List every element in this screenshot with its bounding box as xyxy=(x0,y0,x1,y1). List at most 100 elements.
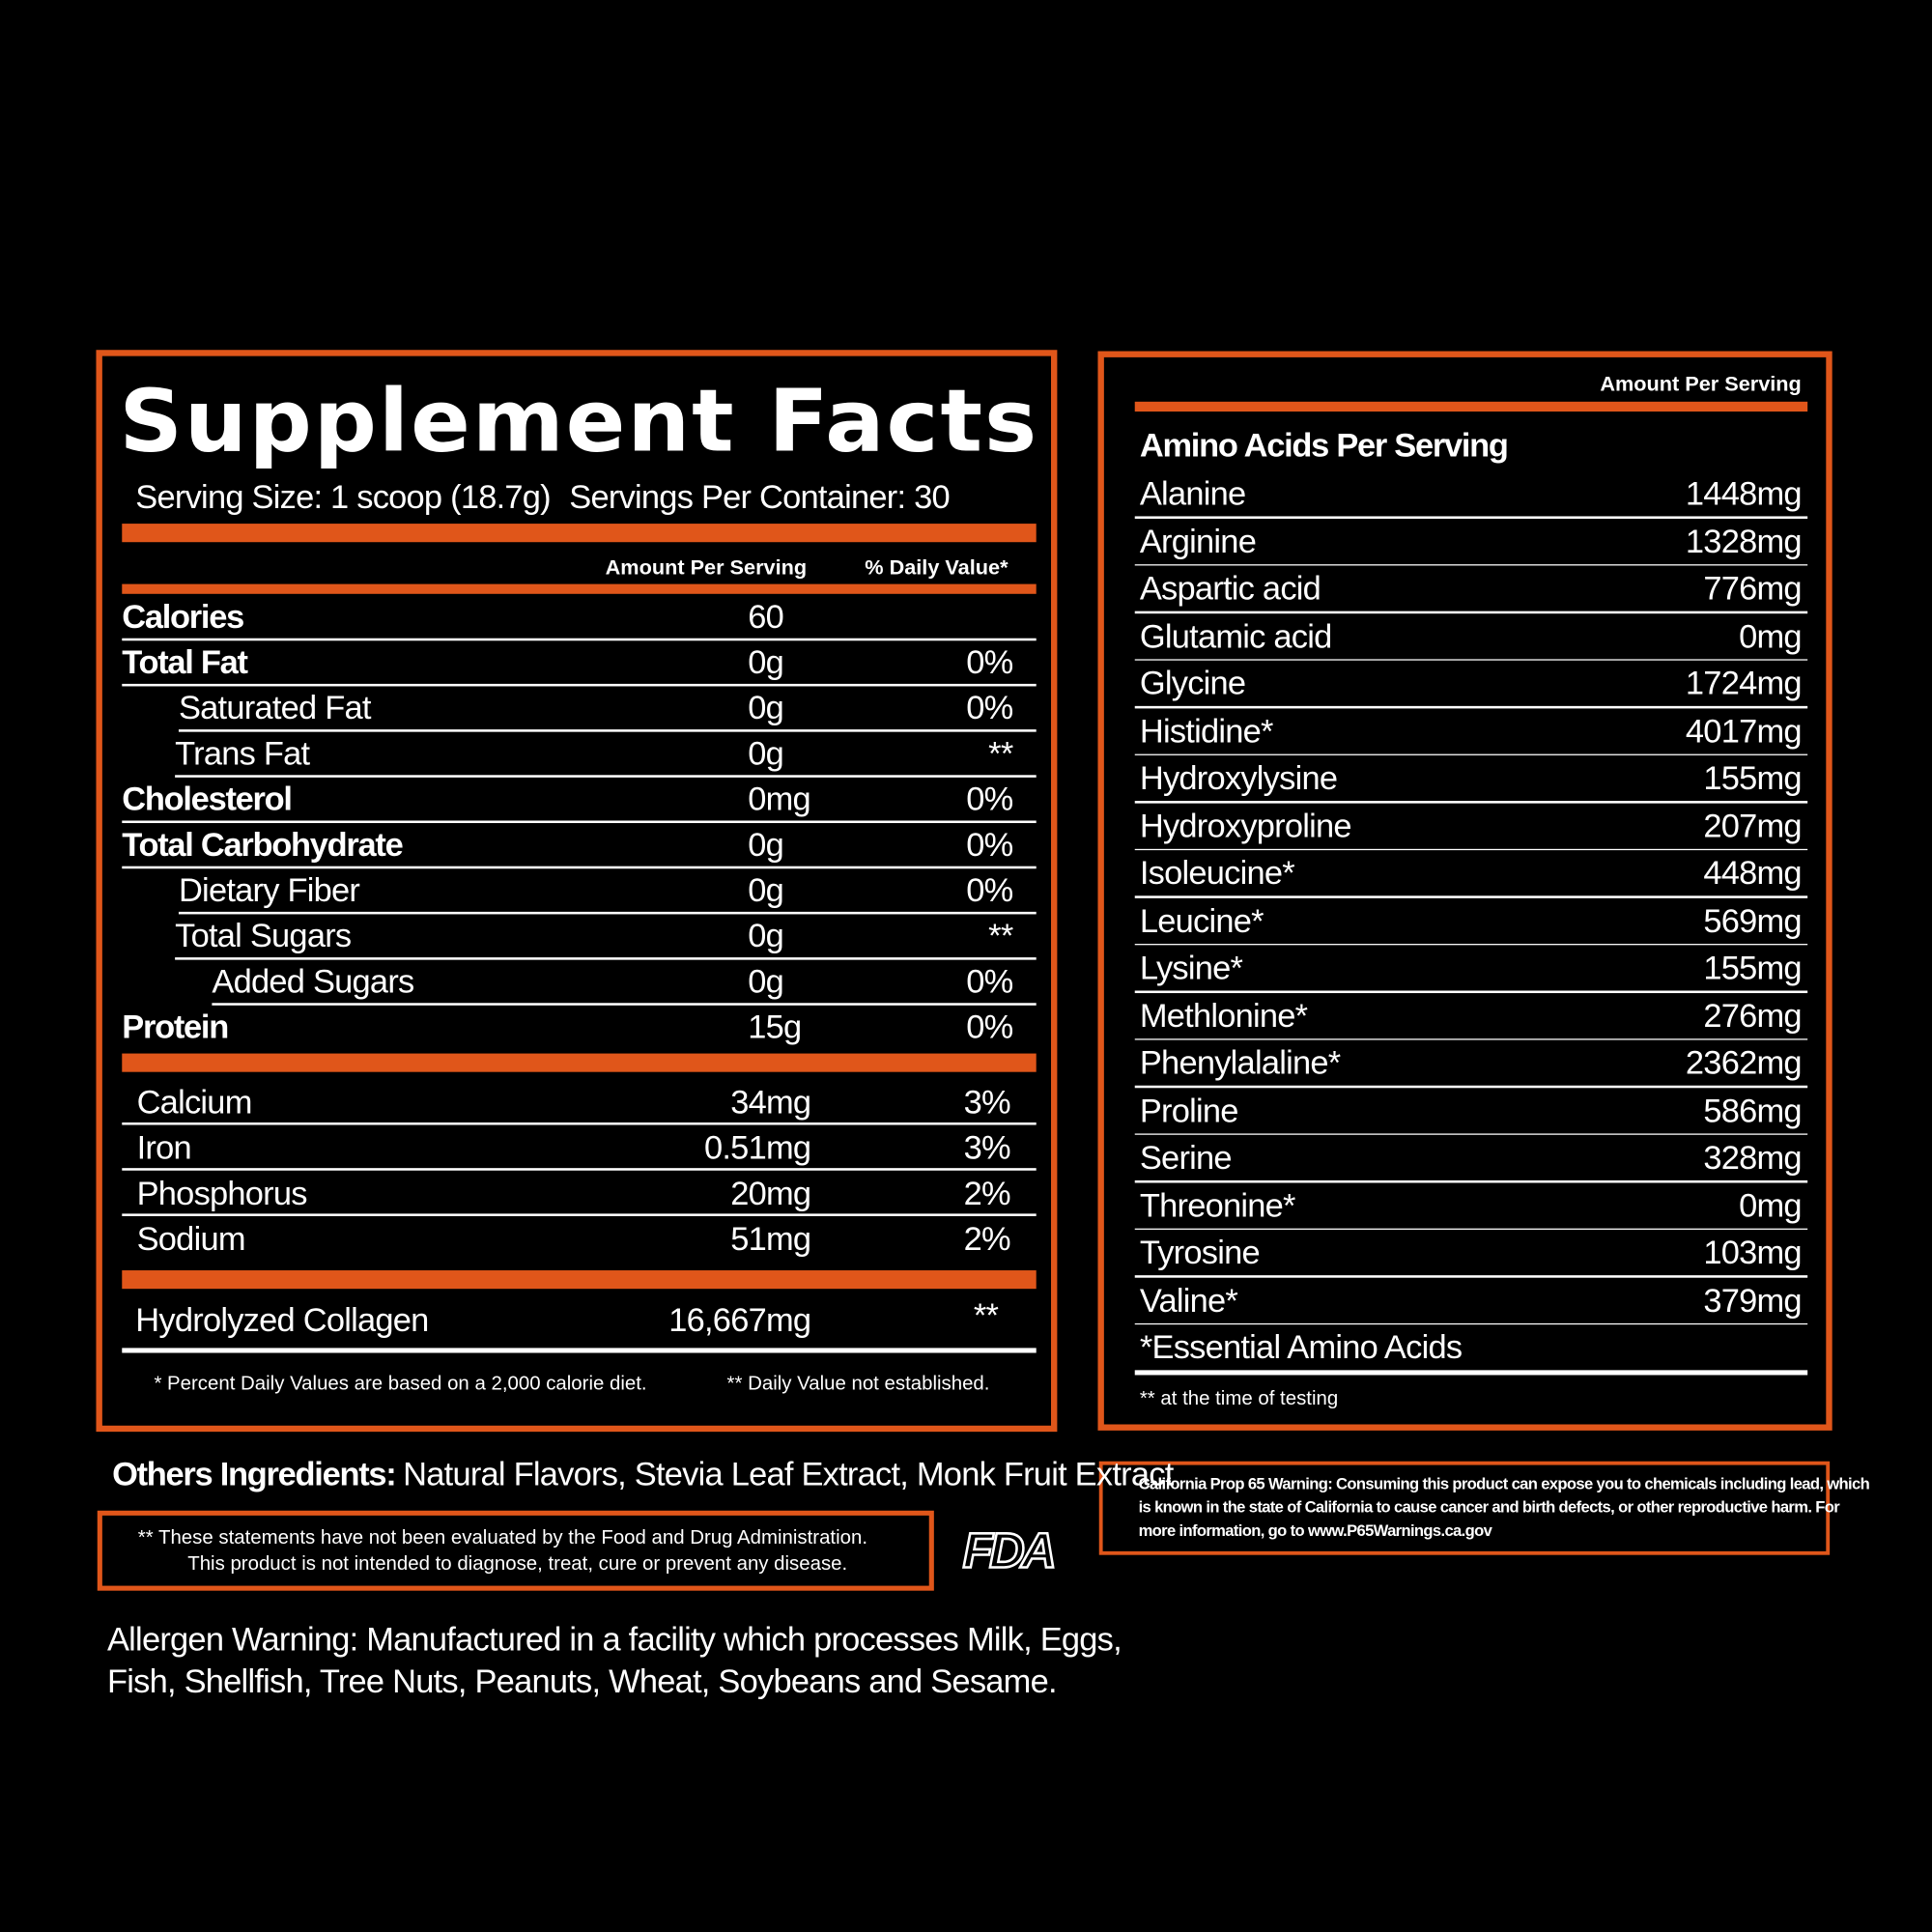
amino-amount: 2362mg xyxy=(1685,1043,1803,1082)
nutrient-name: Calories xyxy=(122,598,244,636)
mineral-amount: 20mg xyxy=(730,1175,811,1212)
orange-rule xyxy=(122,1053,1037,1072)
amino-panel xyxy=(1097,351,1833,1431)
rule xyxy=(1134,611,1808,613)
amino-name: Phenylalaline* xyxy=(1139,1043,1341,1082)
nutrient-amount: 0g xyxy=(748,734,784,773)
amino-amount: 1328mg xyxy=(1685,522,1803,560)
other-ingredients-text: Natural Flavors, Stevia Leaf Extract, Mo… xyxy=(403,1455,1174,1493)
nutrient-name: Dietary Fiber xyxy=(178,871,360,909)
prop65-box xyxy=(1098,1461,1831,1555)
mineral-amount: 0.51mg xyxy=(703,1128,811,1167)
rule xyxy=(1134,1322,1808,1325)
title: Supplement Facts xyxy=(119,370,1039,472)
amino-amount: 1724mg xyxy=(1685,665,1803,702)
amino-amount: 0mg xyxy=(1739,1186,1802,1224)
rule xyxy=(178,911,1037,914)
footnote: * Percent Daily Values are based on a 2,… xyxy=(154,1373,647,1395)
nutrient-amount: 0g xyxy=(748,917,784,954)
amino-name: Glycine xyxy=(1139,665,1246,702)
amino-name: Alanine xyxy=(1139,474,1246,512)
nutrient-amount: 0g xyxy=(748,871,784,909)
amino-name: Methlonine* xyxy=(1139,996,1308,1035)
mineral-name: Sodium xyxy=(136,1220,246,1258)
prop65-warning: more information, go to www.P65Warnings.… xyxy=(1138,1520,1492,1540)
rule xyxy=(178,729,1037,732)
amino-name: Threonine* xyxy=(1139,1186,1296,1224)
amino-amount: 4017mg xyxy=(1685,712,1803,750)
amino-amount: 586mg xyxy=(1703,1092,1802,1129)
rule xyxy=(1134,753,1808,755)
amino-amount: 155mg xyxy=(1703,759,1802,797)
amino-amount: 776mg xyxy=(1703,569,1802,608)
daily-value: 2% xyxy=(963,1220,1011,1258)
rule xyxy=(122,1122,1037,1124)
amino-name: Valine* xyxy=(1139,1281,1238,1319)
amino-amount: 0mg xyxy=(1739,617,1802,655)
rule xyxy=(1134,516,1808,519)
mineral-name: Calcium xyxy=(136,1083,253,1122)
rule xyxy=(1134,563,1808,566)
nutrient-amount: 0mg xyxy=(748,781,810,818)
nutrient-name: Total Sugars xyxy=(175,917,352,954)
amino-name: Serine xyxy=(1139,1139,1233,1177)
orange-rule xyxy=(122,524,1037,543)
amino-name: Leucine* xyxy=(1139,901,1264,939)
nutrient-name: Total Fat xyxy=(122,643,248,681)
collagen-name: Hydrolyzed Collagen xyxy=(135,1301,429,1339)
orange-rule xyxy=(122,1270,1037,1290)
amino-amount: 103mg xyxy=(1703,1234,1802,1271)
rule xyxy=(1134,658,1808,661)
nutrient-amount: 0g xyxy=(748,962,784,1001)
nutrient-name: Total Carbohydrate xyxy=(122,826,403,864)
column-header: Amount Per Serving xyxy=(605,555,808,580)
nutrient-amount: 15g xyxy=(748,1008,802,1046)
rule xyxy=(122,866,1037,868)
mineral-amount: 51mg xyxy=(730,1220,811,1258)
nutrient-amount: 60 xyxy=(748,598,784,636)
nutrient-amount: 0g xyxy=(748,826,784,864)
rule xyxy=(175,957,1037,959)
amino-name: Hydroxyproline xyxy=(1139,807,1352,844)
prop65-warning: California Prop 65 Warning: Consuming th… xyxy=(1138,1474,1870,1493)
amino-amount: 1448mg xyxy=(1685,474,1803,512)
amino-name: Glutamic acid xyxy=(1139,617,1332,655)
amino-name: Arginine xyxy=(1139,522,1257,560)
daily-value: 3% xyxy=(963,1083,1011,1122)
rule xyxy=(1134,705,1808,708)
fda-logo: FDA xyxy=(961,1523,1058,1580)
amino-amount: 569mg xyxy=(1703,901,1802,939)
allergen-warning: Allergen Warning: Manufactured in a faci… xyxy=(106,1620,1122,1659)
daily-value: 0% xyxy=(966,826,1013,864)
daily-value: 2% xyxy=(963,1175,1011,1212)
allergen-warning: Fish, Shellfish, Tree Nuts, Peanuts, Whe… xyxy=(106,1662,1058,1700)
rule xyxy=(1134,1179,1808,1182)
amino-amount: 448mg xyxy=(1703,854,1802,892)
amino-name: Aspartic acid xyxy=(1139,569,1321,608)
amino-name: Isoleucine* xyxy=(1139,854,1295,892)
nutrient-name: Cholesterol xyxy=(122,781,293,818)
rule xyxy=(175,775,1037,778)
amino-amount: 207mg xyxy=(1703,807,1802,844)
amino-amount: 328mg xyxy=(1703,1139,1802,1177)
collagen-amount: 16,667mg xyxy=(668,1301,811,1339)
daily-value: 3% xyxy=(963,1128,1011,1167)
other-ingredients: Others Ingredients: Natural Flavors, Stev… xyxy=(112,1455,1174,1494)
rule xyxy=(122,1348,1037,1353)
daily-value: 0% xyxy=(966,1008,1013,1046)
rule xyxy=(1134,990,1808,993)
servings-per-container: Servings Per Container: 30 xyxy=(569,478,950,516)
daily-value: ** xyxy=(988,734,1013,773)
orange-rule xyxy=(122,583,1037,594)
rule xyxy=(122,638,1037,640)
amino-name: Proline xyxy=(1139,1092,1239,1129)
fda-statement-box xyxy=(97,1510,934,1591)
rule xyxy=(212,1003,1037,1006)
amino-amount: 155mg xyxy=(1703,949,1802,987)
nutrient-name: Saturated Fat xyxy=(178,689,371,726)
nutrient-name: Added Sugars xyxy=(212,962,414,1001)
nutrient-name: Protein xyxy=(122,1008,229,1046)
mineral-amount: 34mg xyxy=(730,1083,811,1122)
